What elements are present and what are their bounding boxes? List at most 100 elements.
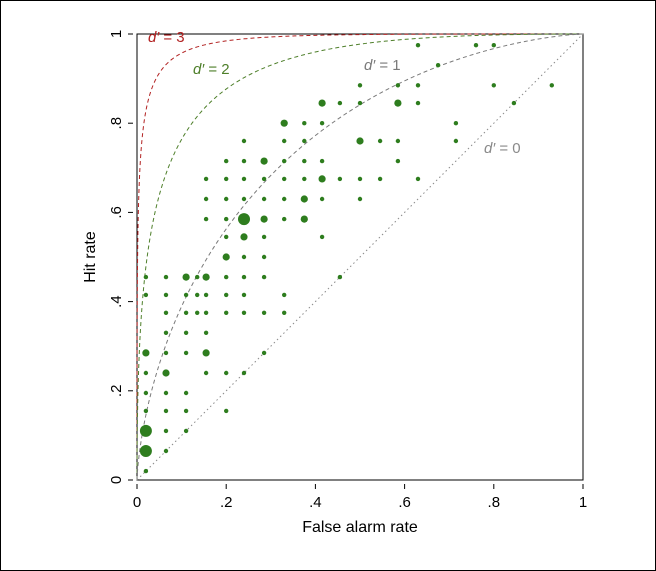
data-point (261, 274, 267, 280)
data-point (202, 273, 210, 281)
data-point (337, 100, 343, 106)
data-point (143, 292, 149, 298)
data-point (139, 424, 152, 437)
data-point (261, 254, 267, 260)
data-point (224, 158, 229, 164)
data-point (195, 292, 200, 298)
data-point (224, 292, 229, 298)
data-point (224, 274, 229, 280)
data-point (203, 216, 209, 222)
data-point (224, 310, 229, 315)
data-point (163, 428, 169, 434)
data-point (261, 350, 267, 356)
data-point (241, 176, 247, 182)
data-point (318, 99, 326, 107)
data-point (260, 157, 268, 165)
data-point (163, 274, 169, 280)
data-point (302, 121, 307, 126)
data-point (203, 292, 209, 298)
data-point (241, 158, 247, 164)
data-point (357, 83, 363, 88)
data-point (357, 100, 363, 106)
data-point (300, 195, 308, 203)
data-point (491, 43, 496, 48)
data-point (143, 390, 149, 396)
data-point (357, 176, 363, 182)
y-tick-label: .4 (108, 295, 125, 308)
data-point (163, 408, 169, 414)
data-point (302, 176, 307, 182)
data-point (203, 196, 209, 202)
data-point (302, 138, 307, 144)
curve-d1 (136, 33, 584, 480)
data-point (337, 176, 343, 182)
data-point (143, 408, 149, 414)
data-point (203, 330, 209, 335)
data-point (241, 274, 247, 280)
data-point (238, 213, 250, 226)
data-point (300, 215, 308, 223)
data-point (241, 254, 247, 260)
data-point (163, 310, 169, 315)
data-point (395, 83, 401, 88)
data-point (356, 137, 364, 145)
data-points (139, 43, 554, 474)
data-point (224, 408, 229, 414)
data-point (240, 233, 248, 241)
data-point (241, 370, 247, 376)
curve-label-d1: d′ = 1 (364, 57, 401, 74)
data-point (282, 292, 287, 298)
data-point (183, 350, 189, 356)
data-point (282, 176, 287, 182)
curve-d0 (136, 33, 584, 481)
data-point (282, 216, 287, 222)
data-point (222, 253, 230, 261)
data-point (282, 196, 287, 202)
data-point (377, 138, 383, 144)
data-point (435, 62, 441, 68)
y-tick-label: .2 (108, 385, 125, 398)
y-axis-title: Hit rate (82, 231, 99, 283)
plot-area (136, 33, 584, 481)
data-point (224, 216, 229, 222)
x-axis-title: False alarm rate (302, 519, 418, 536)
data-point (319, 158, 325, 164)
data-point (377, 176, 383, 182)
data-point (195, 310, 200, 315)
data-point (415, 176, 421, 182)
data-point (182, 273, 190, 281)
data-point (162, 369, 170, 377)
data-point (280, 119, 288, 127)
data-point (241, 138, 247, 144)
data-point (139, 445, 152, 457)
data-point (203, 310, 209, 315)
data-point (163, 350, 169, 356)
data-point (142, 349, 150, 357)
data-point (183, 292, 189, 298)
data-point (183, 408, 189, 414)
data-point (202, 349, 210, 357)
data-point (453, 138, 459, 144)
data-point (261, 310, 267, 315)
data-point (337, 274, 343, 280)
data-point (453, 121, 459, 126)
x-tick-label: .6 (398, 494, 411, 511)
x-tick-label: .4 (309, 494, 322, 511)
y-tick-label: 0 (108, 476, 125, 484)
data-point (282, 158, 287, 164)
data-point (143, 370, 149, 376)
y-tick-label: 1 (108, 30, 125, 38)
x-tick-label: .8 (488, 494, 501, 511)
data-point (549, 83, 554, 88)
data-point (203, 370, 209, 376)
data-point (183, 310, 189, 315)
curve-label-d0: d′ = 0 (484, 140, 521, 157)
data-point (394, 99, 402, 107)
y-tick-label: .6 (108, 206, 125, 219)
data-point (282, 310, 287, 315)
data-point (224, 370, 229, 376)
data-point (511, 100, 517, 106)
data-point (163, 390, 169, 396)
data-point (282, 138, 287, 144)
